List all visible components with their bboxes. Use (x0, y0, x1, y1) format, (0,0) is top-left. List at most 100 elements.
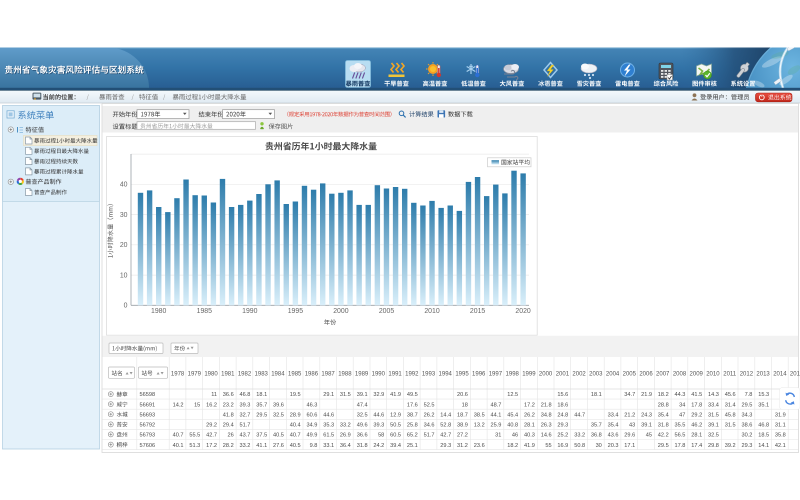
svg-text:27.2: 27.2 (457, 433, 468, 439)
svg-text:20: 20 (120, 242, 128, 249)
svg-text:12.5: 12.5 (507, 392, 518, 398)
svg-text:39.1: 39.1 (357, 392, 368, 398)
svg-text:18.6: 18.6 (557, 402, 568, 408)
svg-text:16.9: 16.9 (557, 443, 568, 449)
svg-text:31.5: 31.5 (340, 392, 351, 398)
svg-text:29.4: 29.4 (223, 423, 234, 429)
svg-text:39.2: 39.2 (725, 443, 736, 449)
svg-text:14.1: 14.1 (758, 443, 769, 449)
svg-text:39.6: 39.6 (273, 402, 284, 408)
svg-text:17.6: 17.6 (407, 402, 418, 408)
svg-text:40.1: 40.1 (173, 443, 184, 449)
svg-text:48.7: 48.7 (491, 402, 502, 408)
svg-text:40.8: 40.8 (507, 423, 518, 429)
svg-text:40.5: 40.5 (273, 433, 284, 439)
svg-text:34: 34 (679, 402, 685, 408)
svg-text:2010: 2010 (424, 308, 439, 315)
svg-text:31.5: 31.5 (708, 412, 719, 418)
svg-text:55: 55 (545, 443, 551, 449)
svg-text:44.7: 44.7 (574, 412, 585, 418)
svg-text:39.1: 39.1 (708, 423, 719, 429)
svg-text:9.8: 9.8 (310, 443, 318, 449)
svg-text:2008: 2008 (673, 372, 687, 378)
svg-text:17.2: 17.2 (206, 443, 217, 449)
svg-text:30.2: 30.2 (742, 433, 753, 439)
svg-text:28.9: 28.9 (290, 412, 301, 418)
svg-text:1983: 1983 (255, 372, 269, 378)
svg-text:29.6: 29.6 (624, 433, 635, 439)
svg-text:1991: 1991 (388, 372, 402, 378)
svg-text:2007: 2007 (656, 372, 670, 378)
svg-text:65.2: 65.2 (407, 433, 418, 439)
svg-text:25.1: 25.1 (407, 443, 418, 449)
svg-text:1992: 1992 (405, 372, 419, 378)
svg-text:1986: 1986 (305, 372, 319, 378)
svg-text:1998: 1998 (506, 372, 520, 378)
svg-text:31.8: 31.8 (357, 443, 368, 449)
svg-text:24.8: 24.8 (557, 412, 568, 418)
svg-text:41.8: 41.8 (223, 412, 234, 418)
svg-text:25.2: 25.2 (557, 433, 568, 439)
svg-text:21.8: 21.8 (541, 402, 552, 408)
svg-text:27.6: 27.6 (273, 443, 284, 449)
svg-text:29.8: 29.8 (708, 443, 719, 449)
svg-text:45.4: 45.4 (507, 412, 518, 418)
svg-text:30: 30 (596, 443, 602, 449)
svg-text:17.8: 17.8 (691, 402, 702, 408)
svg-text:46.3: 46.3 (307, 402, 318, 408)
svg-text:21.9: 21.9 (641, 392, 652, 398)
svg-text:1996: 1996 (472, 372, 486, 378)
svg-text:19.5: 19.5 (290, 392, 301, 398)
svg-text:35.7: 35.7 (256, 402, 267, 408)
svg-text:51.7: 51.7 (424, 433, 435, 439)
svg-text:50.8: 50.8 (574, 443, 585, 449)
svg-text:46.8: 46.8 (758, 423, 769, 429)
svg-text:26.2: 26.2 (524, 412, 535, 418)
svg-text:17.2: 17.2 (524, 402, 535, 408)
svg-text:1980: 1980 (204, 372, 218, 378)
svg-text:35.7: 35.7 (591, 423, 602, 429)
svg-text:1987: 1987 (321, 372, 335, 378)
svg-text:29.1: 29.1 (323, 392, 334, 398)
svg-text:35.8: 35.8 (775, 433, 786, 439)
svg-text:14.4: 14.4 (440, 412, 451, 418)
svg-text:40.3: 40.3 (524, 433, 535, 439)
svg-text:43: 43 (629, 423, 635, 429)
svg-text:13.2: 13.2 (474, 423, 485, 429)
svg-text:20.3: 20.3 (608, 443, 619, 449)
svg-text:1995: 1995 (288, 308, 303, 315)
svg-text:2001: 2001 (556, 372, 570, 378)
svg-text:2003: 2003 (589, 372, 603, 378)
svg-text:46.2: 46.2 (691, 423, 702, 429)
svg-text:14.6: 14.6 (541, 433, 552, 439)
svg-text:33.2: 33.2 (340, 423, 351, 429)
svg-text:7.8: 7.8 (745, 392, 753, 398)
svg-text:34.6: 34.6 (424, 423, 435, 429)
svg-text:31.4: 31.4 (725, 402, 736, 408)
svg-text:44.3: 44.3 (675, 392, 686, 398)
svg-text:23.2: 23.2 (223, 402, 234, 408)
svg-text:37.5: 37.5 (256, 433, 267, 439)
svg-text:29.5: 29.5 (658, 443, 669, 449)
svg-text:36.6: 36.6 (223, 392, 234, 398)
svg-text:51.3: 51.3 (189, 443, 200, 449)
svg-text:38.6: 38.6 (742, 423, 753, 429)
svg-text:26.9: 26.9 (340, 433, 351, 439)
svg-text:2015: 2015 (790, 372, 800, 378)
svg-text:1985: 1985 (288, 372, 302, 378)
svg-text:1995: 1995 (455, 372, 469, 378)
svg-text:0: 0 (124, 303, 128, 310)
svg-text:18.7: 18.7 (457, 412, 468, 418)
svg-text:33.4: 33.4 (608, 412, 619, 418)
svg-text:18.2: 18.2 (658, 392, 669, 398)
svg-text:32.5: 32.5 (708, 433, 719, 439)
svg-text:2006: 2006 (639, 372, 653, 378)
svg-text:18: 18 (462, 402, 468, 408)
svg-text:56598: 56598 (140, 392, 156, 398)
svg-text:55.5: 55.5 (189, 433, 200, 439)
svg-text:1980: 1980 (151, 308, 166, 315)
svg-text:51.7: 51.7 (240, 423, 251, 429)
svg-text:31: 31 (495, 433, 501, 439)
svg-text:28.2: 28.2 (223, 443, 234, 449)
svg-text:34.7: 34.7 (624, 392, 635, 398)
